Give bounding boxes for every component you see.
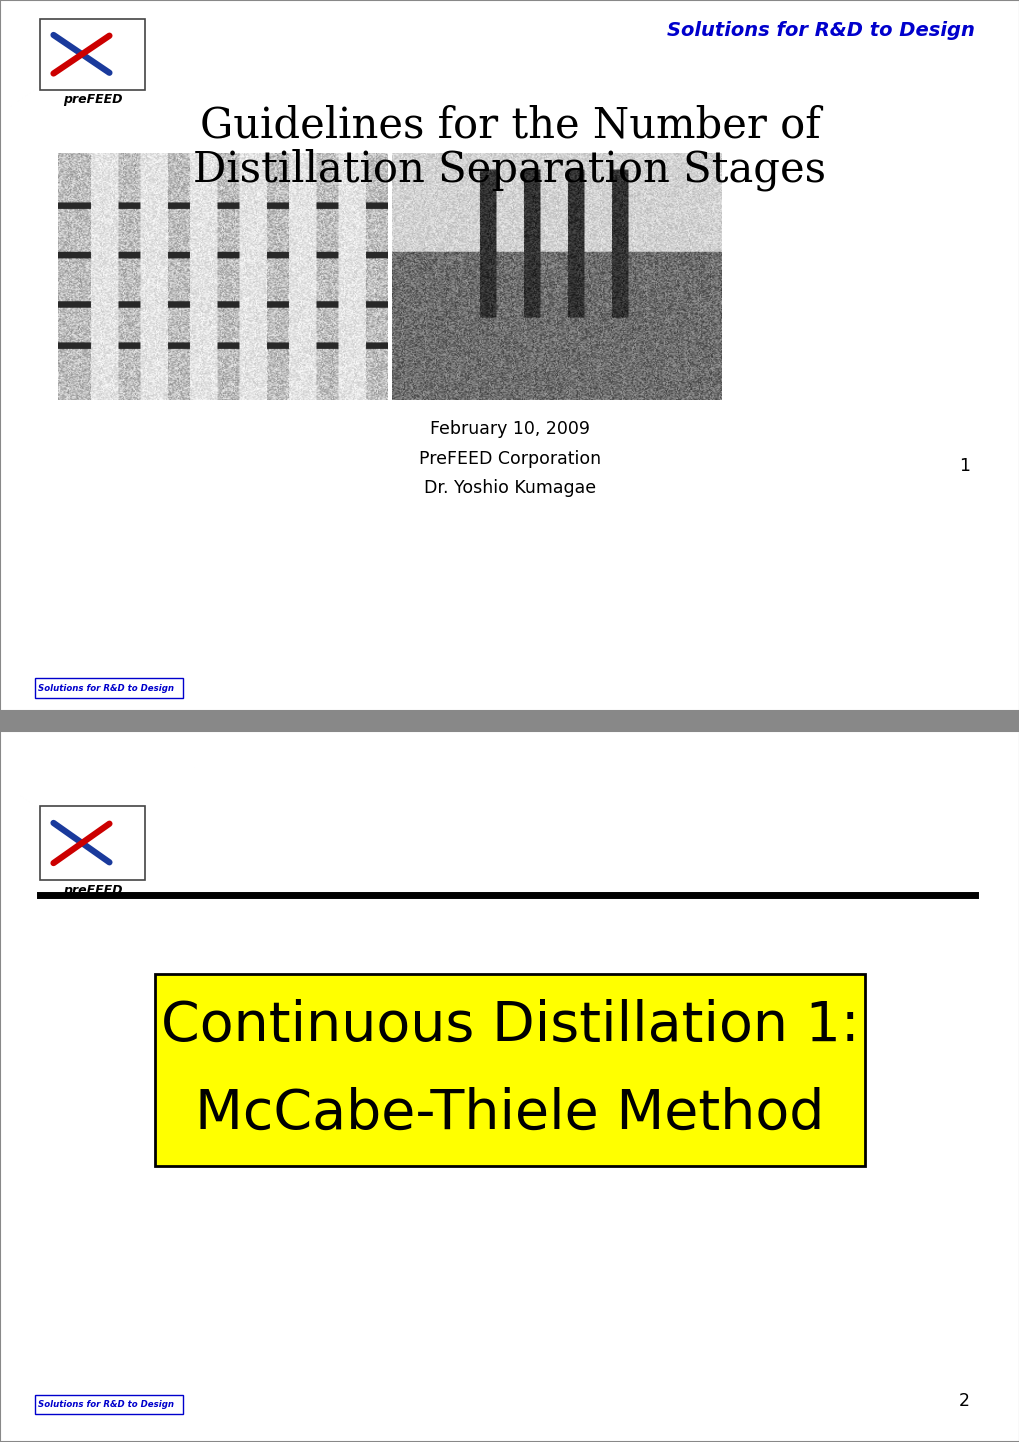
Text: February 10, 2009: February 10, 2009 xyxy=(430,420,589,438)
Text: Solutions for R&D to Design: Solutions for R&D to Design xyxy=(38,1400,174,1409)
Text: 2: 2 xyxy=(958,1392,969,1410)
Text: Solutions for R&D to Design: Solutions for R&D to Design xyxy=(38,684,174,692)
Text: PreFEED Corporation: PreFEED Corporation xyxy=(419,450,600,467)
Text: Dr. Yoshio Kumagae: Dr. Yoshio Kumagae xyxy=(424,479,595,497)
Text: Solutions for R&D to Design: Solutions for R&D to Design xyxy=(666,20,974,40)
Text: Continuous Distillation 1:: Continuous Distillation 1: xyxy=(161,998,858,1053)
Bar xyxy=(35,1394,182,1415)
Bar xyxy=(35,678,182,698)
Bar xyxy=(40,806,145,880)
Text: McCabe-Thiele Method: McCabe-Thiele Method xyxy=(195,1087,824,1141)
Text: 1: 1 xyxy=(958,457,969,476)
Text: preFEED: preFEED xyxy=(63,94,122,107)
Text: Guidelines for the Number of: Guidelines for the Number of xyxy=(200,104,819,147)
Text: preFEED: preFEED xyxy=(63,884,122,897)
Text: Distillation Separation Stages: Distillation Separation Stages xyxy=(194,149,825,192)
Bar xyxy=(40,19,145,89)
Bar xyxy=(155,973,864,1167)
